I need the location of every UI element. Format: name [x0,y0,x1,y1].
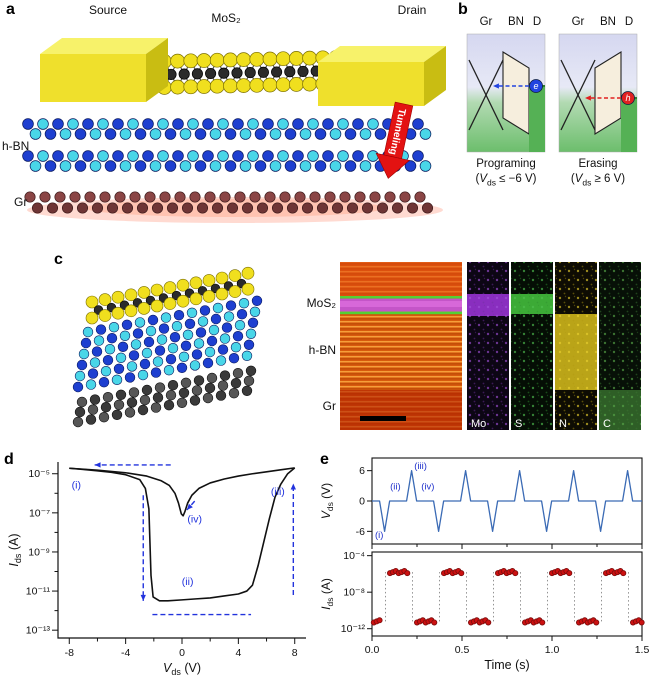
mos2-label: MoS₂ [211,11,241,25]
band-header-gr-2: Gr [571,16,585,28]
programming-caption: Programing [476,158,536,170]
panel-c-tem-section [72,262,641,430]
y-tick-label: 10⁻¹¹ [26,586,51,598]
panel-a-label: a [6,1,15,18]
y-tick-label: 10⁻⁵ [28,468,50,480]
pulse-step-label: (iii) [414,461,427,472]
panel-e-label: e [320,451,329,468]
x-tick-label: 0 [179,647,185,659]
panel-d-label: d [4,451,14,468]
map-label-n: N [559,418,567,430]
svg-text:Ids (A): Ids (A) [7,533,23,566]
band-header-d-1: D [532,16,542,28]
elemental-map-mo [467,262,509,430]
source-electrode [40,38,168,102]
time-tick-label: 0.5 [455,644,470,656]
panel-c-label: c [54,251,63,268]
cond-rest: ≤ −6 V) [495,173,537,185]
axes [57,462,306,639]
sweep-step-label: (i) [72,479,81,491]
pulse-step-label: (iv) [421,481,434,492]
band-header-d-2: D [624,16,634,28]
panel-d-iv-chart: 10⁻¹³ 10⁻¹¹ 10⁻⁹ 10⁻⁷ 10⁻⁵ -8 -4 0 4 8 (i) (ii) (iii… [7,462,306,677]
panel-b-label: b [458,1,468,18]
sweep-direction-arrows [94,462,296,616]
band-header-bn-2: BN [600,16,616,28]
band-header-gr-1: Gr [479,16,493,28]
time-tick-label: 0.0 [365,644,380,656]
y-tick-label: 10⁻¹³ [26,625,51,637]
x-tick-label: 4 [235,647,241,659]
gr-label: Gr [14,195,28,209]
cond-rest: ≥ 6 V) [591,173,626,185]
cond-sub: ds [582,177,592,188]
panel-e-pulse-chart: 6 0 -6 10⁻⁴ 10⁻⁸ 10⁻¹² 0.0 0.5 1.0 1.5 (i) (ii) (iii… [319,457,650,672]
drain-label: Drain [397,3,427,17]
ids-plot-box [371,551,643,637]
x-tick-label: -8 [65,647,74,659]
ids-tick-label: 10⁻⁴ [343,550,365,562]
svg-text:Ids (A): Ids (A) [319,578,335,610]
cond-symbol: V [574,173,583,185]
x-tick-label: -4 [121,647,130,659]
heterostack-schematic [72,266,263,428]
x-tick-label: 8 [292,647,298,659]
vds-tick-label: 0 [359,496,365,508]
erasing-condition: (Vds ≥ 6 V) [543,173,650,188]
band-diagram-erase: h [558,33,638,153]
svg-text:h: h [625,93,630,103]
sweep-step-label: (iii) [271,486,285,498]
elemental-map-n [555,262,597,430]
ids-tick-label: 10⁻⁸ [343,587,365,599]
tem-mos2-label: MoS₂ [306,296,336,310]
curve-programmed-low-branch [69,467,296,602]
tem-hbn-label: h-BN [308,343,336,357]
sweep-step-label: (iv) [187,514,202,526]
band-diagram-program: e [466,33,546,153]
graphene-layer [24,191,443,223]
time-tick-label: 1.5 [635,644,650,656]
source-label: Source [88,3,128,17]
svg-text:Vds (V): Vds (V) [319,483,335,519]
ids-dot-segments [370,567,645,626]
drain-electrode [318,46,446,106]
tunneling-arrow: Tunneling [375,101,414,179]
pulse-step-label: (i) [375,530,383,541]
erasing-caption: Erasing [578,158,618,170]
vds-tick-label: -6 [356,526,365,538]
cond-open: ( [475,173,480,185]
cond-symbol: V [479,173,487,185]
map-label-mo: Mo [471,418,487,430]
vds-pulse-trace [372,469,642,533]
map-label-c: C [603,418,611,430]
hbn-label: h-BN [2,139,30,153]
elemental-map-c [599,262,641,430]
carrier-e [529,79,543,93]
tem-image [340,262,462,430]
vds-tick-label: 6 [359,465,365,477]
curve-erased-high-branch [69,467,295,517]
tem-gr-label: Gr [322,399,336,413]
svg-text:e: e [533,81,538,91]
panel-a-device-schematic: Tunneling [22,38,446,223]
svg-text:Vds (V): Vds (V) [163,661,201,677]
map-label-s: S [515,418,523,430]
y-tick-label: 10⁻⁹ [28,546,50,558]
pulse-step-label: (ii) [390,481,401,492]
carrier-h [621,91,635,105]
panel-b-band-diagrams: eh [466,33,638,153]
band-header-bn-1: BN [508,16,524,28]
hbn-layer [22,118,432,172]
time-tick-label: 1.0 [545,644,560,656]
y-tick-label: 10⁻⁷ [29,507,50,519]
programming-condition: (Vds ≤ −6 V) [451,173,561,188]
time-axis-label: Time (s) [484,658,529,672]
scale-bar [360,416,406,421]
ids-tick-label: 10⁻¹² [341,623,366,635]
cond-open: ( [570,173,575,185]
elemental-map-s [511,262,553,430]
cond-sub: ds [487,177,496,188]
sweep-step-label: (ii) [182,576,194,588]
